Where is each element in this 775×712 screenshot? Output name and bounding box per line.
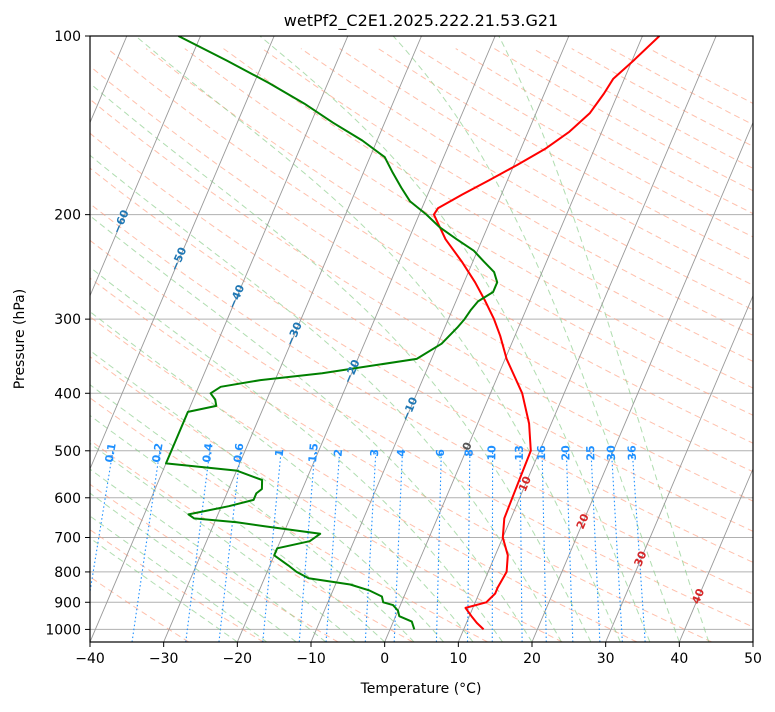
x-tick-label: 50 xyxy=(744,651,762,667)
y-tick-label: 200 xyxy=(54,208,81,224)
mixing-ratio-label: 8 xyxy=(462,449,475,457)
y-tick-label: 700 xyxy=(54,531,81,547)
mixing-ratio-label: 1.5 xyxy=(306,443,321,464)
mixing-ratio-label: 10 xyxy=(485,445,498,461)
chart-title: wetPf2_C2E1.2025.222.21.53.G21 xyxy=(284,11,558,31)
y-tick-label: 800 xyxy=(54,565,81,581)
mixing-ratio-label: 0.4 xyxy=(200,442,216,463)
mixing-ratio-label: 20 xyxy=(559,445,572,461)
y-tick-label: 400 xyxy=(54,386,81,402)
mixing-ratio-label: 36 xyxy=(625,445,639,461)
y-tick-label: 300 xyxy=(54,312,81,328)
mixing-ratio-label: 16 xyxy=(535,445,548,461)
x-tick-label: −10 xyxy=(296,651,326,667)
mixing-ratio-label: 6 xyxy=(434,448,447,457)
y-tick-label: 500 xyxy=(54,444,81,460)
y-tick-label: 900 xyxy=(54,595,81,611)
mixing-ratio-label: 13 xyxy=(513,445,526,460)
x-tick-label: 30 xyxy=(597,651,615,667)
mixing-ratio-label: 3 xyxy=(368,449,381,458)
y-tick-label: 600 xyxy=(54,491,81,507)
x-tick-label: −20 xyxy=(223,651,253,667)
mixing-ratio-label: 4 xyxy=(395,448,408,457)
mixing-ratio-label: 25 xyxy=(584,445,597,461)
y-axis-label: Pressure (hPa) xyxy=(12,289,28,389)
mixing-ratio-label: 0.6 xyxy=(231,442,246,463)
x-tick-label: 0 xyxy=(380,651,389,667)
x-axis-label: Temperature (°C) xyxy=(360,681,482,697)
x-tick-label: 10 xyxy=(449,651,467,667)
mixing-ratio-label: 2 xyxy=(332,448,346,457)
x-tick-label: −40 xyxy=(75,651,105,667)
x-tick-label: 20 xyxy=(523,651,541,667)
y-tick-label: 100 xyxy=(54,29,81,45)
x-tick-label: −30 xyxy=(149,651,179,667)
isotherm xyxy=(753,36,775,642)
x-tick-label: 40 xyxy=(670,651,688,667)
y-tick-label: 1000 xyxy=(45,622,81,638)
mixing-ratio-label: 30 xyxy=(605,445,619,461)
mixing-ratio-label: 1 xyxy=(273,448,287,457)
